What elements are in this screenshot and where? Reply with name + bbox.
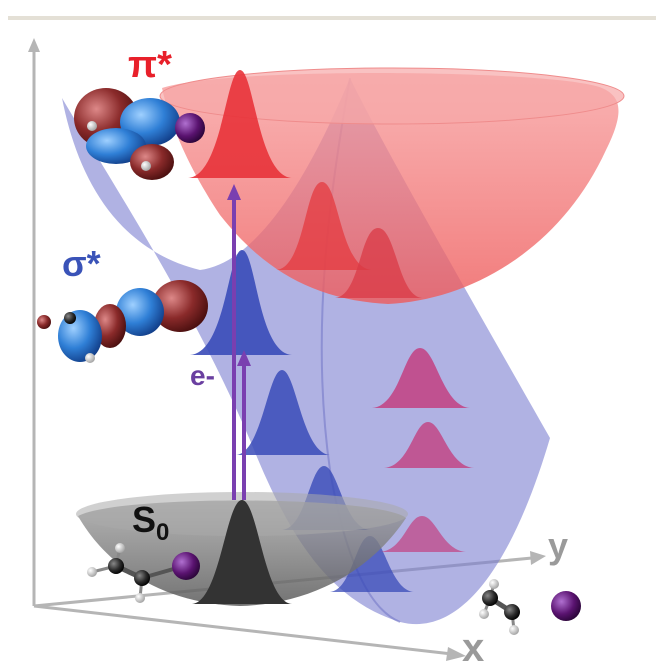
gs-carbon-1 [108, 558, 124, 574]
sigma-star-surface [62, 78, 550, 625]
sigma-orbital-lobe-positive-right [152, 280, 208, 332]
pi-orbital-lobe-negative-bottom [86, 128, 146, 164]
excitation-arrows [227, 184, 251, 500]
dissociation-wavepacket-middle [384, 422, 474, 468]
pi-orbital-lobe-positive-bottom [130, 144, 174, 180]
gs-hydrogen-3 [135, 593, 145, 603]
prod-hydrogen-1 [479, 609, 489, 619]
sigma-orbital-lobe-positive-mid [94, 304, 126, 348]
axis-x-arrowhead [446, 647, 466, 661]
pi-star-surface-rim [159, 67, 625, 125]
axis-x-label: x [462, 626, 485, 670]
axis-y-arrowhead [530, 551, 546, 565]
ground-state-surface [76, 492, 408, 606]
pi-star-orbital [74, 88, 205, 180]
dissociation-wavepacket-lower [380, 516, 466, 552]
dissociation-wavepackets [372, 348, 474, 552]
axis-y-label: y [548, 525, 569, 566]
prod-carbon-2 [504, 604, 520, 620]
gs-iodine-atom [172, 552, 200, 580]
prod-iodine-atom [551, 591, 581, 621]
sigma-orbital-carbon [64, 312, 76, 324]
ground-state-label: S0 [132, 502, 169, 545]
gs-carbon-2 [134, 570, 150, 586]
pi-orbital-hydrogen-2 [141, 161, 151, 171]
pi-star-label: π* [128, 44, 172, 86]
gs-hydrogen-1 [87, 567, 97, 577]
pi-star-wavepackets [188, 70, 422, 298]
ground-state-label-main: S [132, 499, 157, 540]
pi-star-wavepacket-top [188, 70, 292, 178]
prod-hydrogen-2 [489, 579, 499, 589]
pi-star-wavepacket-lower [335, 228, 422, 298]
electron-label: e- [190, 360, 215, 391]
axis-vertical-arrowhead [28, 38, 40, 52]
prod-hydrogen-3 [509, 625, 519, 635]
ground-state-label-subscript: 0 [156, 519, 170, 546]
sigma-star-label: σ* [62, 243, 101, 284]
sigma-star-wavepacket-2 [236, 370, 330, 455]
sigma-orbital-hydrogen-left [37, 315, 51, 329]
sigma-star-wavepacket-1 [190, 250, 292, 355]
axis-x-line [33, 604, 453, 656]
pi-orbital-iodine-atom [175, 113, 205, 143]
sigma-orbital-hydrogen-bottom [85, 353, 95, 363]
ground-state-wavepacket [192, 500, 292, 604]
pi-star-surface [162, 72, 619, 305]
prod-carbon-1 [482, 590, 498, 606]
top-rule [8, 16, 656, 20]
sigma-orbital-lobe-negative-right [116, 288, 164, 336]
sigma-star-orbital [37, 280, 208, 363]
sigma-star-wavepacket-4 [330, 536, 414, 592]
dissociation-wavepacket-upper [372, 348, 470, 408]
arrow-to-pi-star-head [227, 184, 241, 200]
pi-star-wavepacket-middle [276, 182, 372, 270]
dissociated-products [479, 579, 581, 635]
arrow-to-sigma-star-head [237, 350, 251, 366]
gs-hydrogen-2 [115, 543, 125, 553]
pi-orbital-hydrogen-1 [87, 121, 97, 131]
ground-state-molecule [87, 543, 200, 603]
